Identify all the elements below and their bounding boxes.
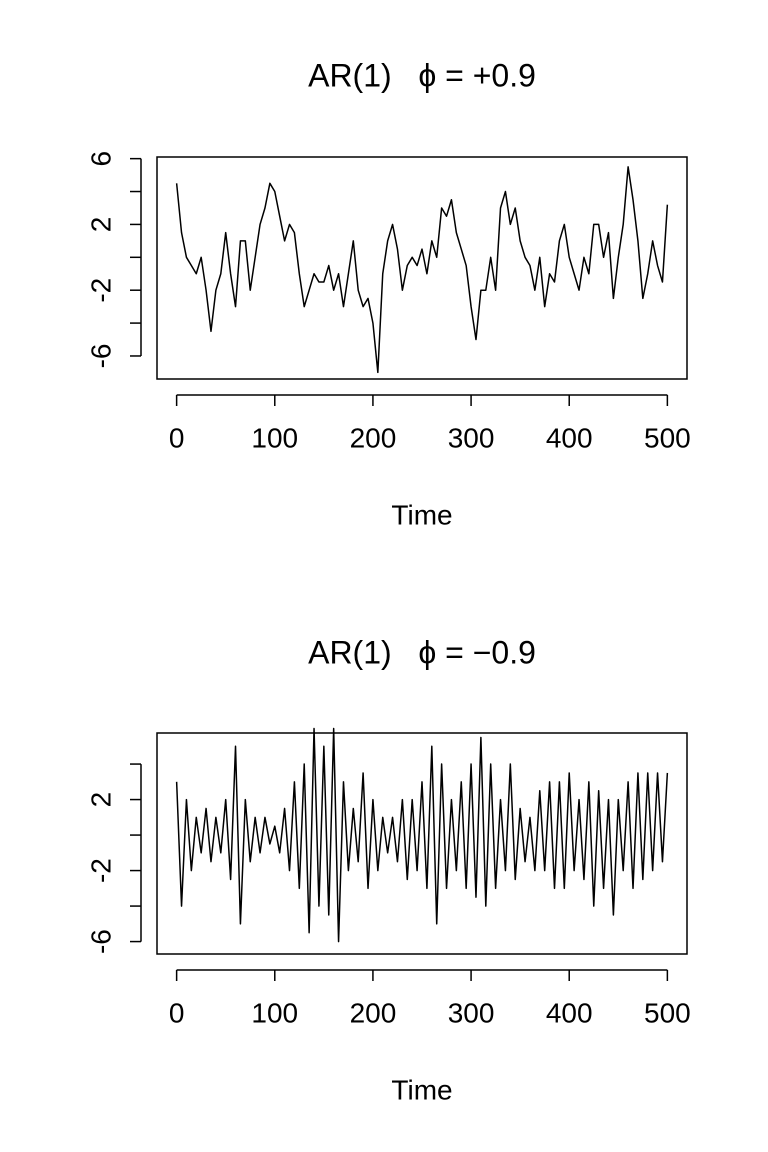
x-tick-label: 100 (251, 422, 298, 453)
x-tick-label: 0 (169, 422, 185, 453)
plot-box (156, 732, 688, 955)
series-line (175, 166, 669, 374)
x-tick-label: 500 (644, 997, 691, 1028)
x-tick-label: 500 (644, 422, 691, 453)
x-tick-label: 200 (350, 422, 397, 453)
x-tick-label: 300 (448, 997, 495, 1028)
x-tick-label: 300 (448, 422, 495, 453)
y-tick-label: -2 (85, 278, 116, 303)
x-tick-label: 400 (546, 997, 593, 1028)
x-tick-label: 400 (546, 422, 593, 453)
y-tick-label: 6 (85, 151, 116, 167)
x-axis-label: Time (391, 1074, 452, 1105)
x-tick-label: 200 (350, 997, 397, 1028)
x-tick-label: 0 (169, 997, 185, 1028)
series-line (175, 727, 669, 943)
chart-title: AR(1) ϕ = −0.9 (308, 634, 536, 670)
y-tick-label: -6 (85, 344, 116, 369)
x-tick-label: 100 (251, 997, 298, 1028)
chart-title: AR(1) ϕ = +0.9 (308, 57, 536, 93)
y-tick-label: -2 (85, 858, 116, 883)
y-tick-label: 2 (85, 217, 116, 233)
plot-box (156, 156, 688, 380)
y-tick-label: -6 (85, 929, 116, 954)
y-tick-label: 2 (85, 792, 116, 808)
x-axis-label: Time (391, 499, 452, 530)
